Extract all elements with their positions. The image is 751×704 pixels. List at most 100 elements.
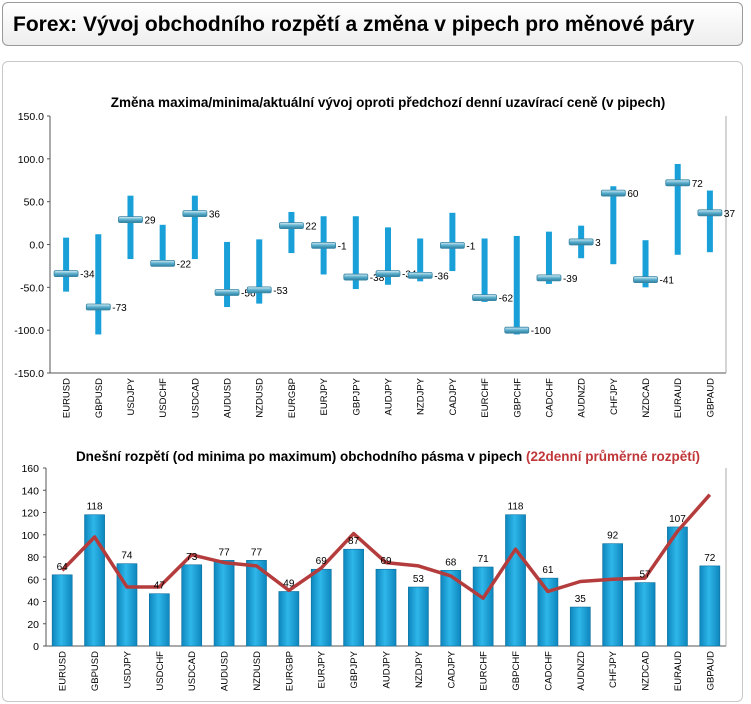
range-x-label: GBPCHF [512, 378, 523, 418]
range-x-label: CHFJPY [609, 377, 620, 415]
current-value-label: -36 [434, 271, 449, 282]
bar-x-label: GBPJPY [349, 650, 360, 688]
current-marker [504, 326, 530, 334]
current-value-label: 3 [595, 238, 601, 249]
bar-x-label: AUDUSD [220, 651, 231, 691]
current-value-label: -73 [112, 303, 127, 314]
bar-value-label: 69 [380, 556, 392, 567]
current-value-label: -62 [499, 294, 514, 305]
range-bar [417, 238, 424, 282]
current-value-label: -100 [531, 326, 551, 337]
bar-y-tick-label: 20 [27, 619, 39, 631]
current-value-label: 29 [144, 216, 156, 227]
range-x-label: AUDUSD [223, 378, 234, 418]
bar-x-label: CADJPY [446, 650, 457, 688]
bar-y-ticks: 0 20 40 60 80 100 120 140 160 [21, 463, 46, 653]
bar-x-label: AUDJPY [382, 650, 393, 688]
range-x-label: EURAUD [673, 378, 684, 418]
bar-x-label: GBPUSD [90, 651, 101, 691]
range-bar [288, 211, 295, 254]
bar-x-label: AUDNZD [576, 651, 587, 691]
page-title: Forex: Vývoj obchodního rozpětí a změna … [13, 13, 695, 36]
bar-value-label: 53 [413, 574, 425, 585]
range-bar [343, 548, 364, 647]
bar-value-label: 35 [575, 594, 587, 605]
bar-x-label: EURJPY [317, 650, 328, 688]
current-value-label: -34 [80, 270, 95, 281]
current-value-label: -38 [370, 273, 385, 284]
range-bar [667, 526, 688, 647]
bar-value-labels: 64 118 74 47 73 77 77 49 69 87 69 53 68 71 118 61 35 92 57… [57, 502, 716, 605]
bar-value-label: 77 [251, 547, 263, 558]
range-bar [674, 163, 681, 255]
range-y-tick-label: 50.0 [24, 197, 45, 209]
range-bar [706, 190, 713, 253]
current-marker [85, 303, 111, 311]
bar-x-label: USDCHF [155, 651, 166, 691]
current-marker [118, 216, 143, 224]
range-x-label: AUDJPY [384, 377, 395, 415]
range-y-tick-label: 150.0 [18, 111, 44, 123]
bar-x-labels: EURUSD GBPUSD USDJPY USDCHF USDCAD AUDUSD NZDU… [58, 650, 717, 691]
bar-value-label: 77 [219, 547, 231, 558]
title-bar: Forex: Vývoj obchodního rozpětí a změna … [2, 2, 743, 46]
current-marker [633, 276, 658, 284]
current-value-label: -41 [660, 276, 675, 287]
range-x-label: USDCHF [158, 378, 169, 418]
bar-marks [51, 514, 721, 647]
range-bar [51, 574, 73, 647]
range-x-label: GBPJPY [351, 377, 362, 415]
bar-x-label: NZDCAD [641, 651, 652, 691]
range-bar [181, 564, 203, 647]
bar-x-label: CHFJPY [608, 650, 619, 688]
bar-value-label: 107 [669, 514, 686, 525]
bar-y-tick-label: 40 [27, 597, 39, 609]
current-marker [311, 241, 337, 249]
current-value-label: -1 [466, 241, 475, 252]
bar-value-label: 87 [348, 536, 360, 547]
bar-x-label: GBPAUD [705, 651, 716, 691]
range-bar [569, 606, 591, 647]
range-bar [513, 235, 520, 335]
bar-x-label: USDCAD [187, 651, 198, 691]
current-marker [600, 189, 626, 197]
range-x-label: EURCHF [480, 378, 491, 418]
current-marker [472, 294, 497, 302]
range-bar [481, 238, 488, 302]
bar-y-tick-label: 140 [21, 485, 39, 497]
range-bar [84, 514, 105, 647]
range-bar [148, 593, 170, 647]
range-bar [634, 582, 656, 647]
range-x-label: EURJPY [319, 377, 330, 415]
range-y-tick-label: -150.0 [14, 368, 44, 380]
bar-value-label: 49 [283, 578, 295, 589]
bar-value-label: 68 [445, 557, 457, 568]
bar-value-label: 74 [121, 551, 133, 562]
current-value-label: 60 [627, 189, 639, 200]
range-bar [537, 577, 559, 647]
bar-value-label: 64 [57, 562, 69, 573]
current-marker [568, 238, 594, 246]
current-value-label: -22 [177, 259, 192, 270]
range-bar [408, 586, 429, 647]
range-x-label: EURUSD [62, 378, 73, 418]
range-bar [602, 543, 624, 647]
range-x-label: EURGBP [287, 378, 298, 418]
current-marker [182, 210, 208, 218]
range-x-label: NZDUSD [255, 378, 266, 418]
bar-chart-title-main: Dnešní rozpětí (od minima po maximum) ob… [76, 449, 522, 464]
range-bar [642, 240, 649, 288]
bar-x-label: NZDJPY [414, 650, 425, 688]
range-y-tick-label: -50.0 [20, 282, 44, 294]
bar-value-label: 69 [316, 556, 328, 567]
range-bar [375, 568, 397, 647]
current-value-label: -39 [563, 274, 578, 285]
current-value-label: 22 [305, 222, 317, 233]
bar-value-label: 57 [639, 570, 651, 581]
range-bar [63, 237, 70, 292]
range-bar [440, 570, 462, 647]
range-y-tick-label: -100.0 [14, 325, 44, 337]
range-bar [449, 212, 456, 272]
range-bar [256, 239, 263, 304]
